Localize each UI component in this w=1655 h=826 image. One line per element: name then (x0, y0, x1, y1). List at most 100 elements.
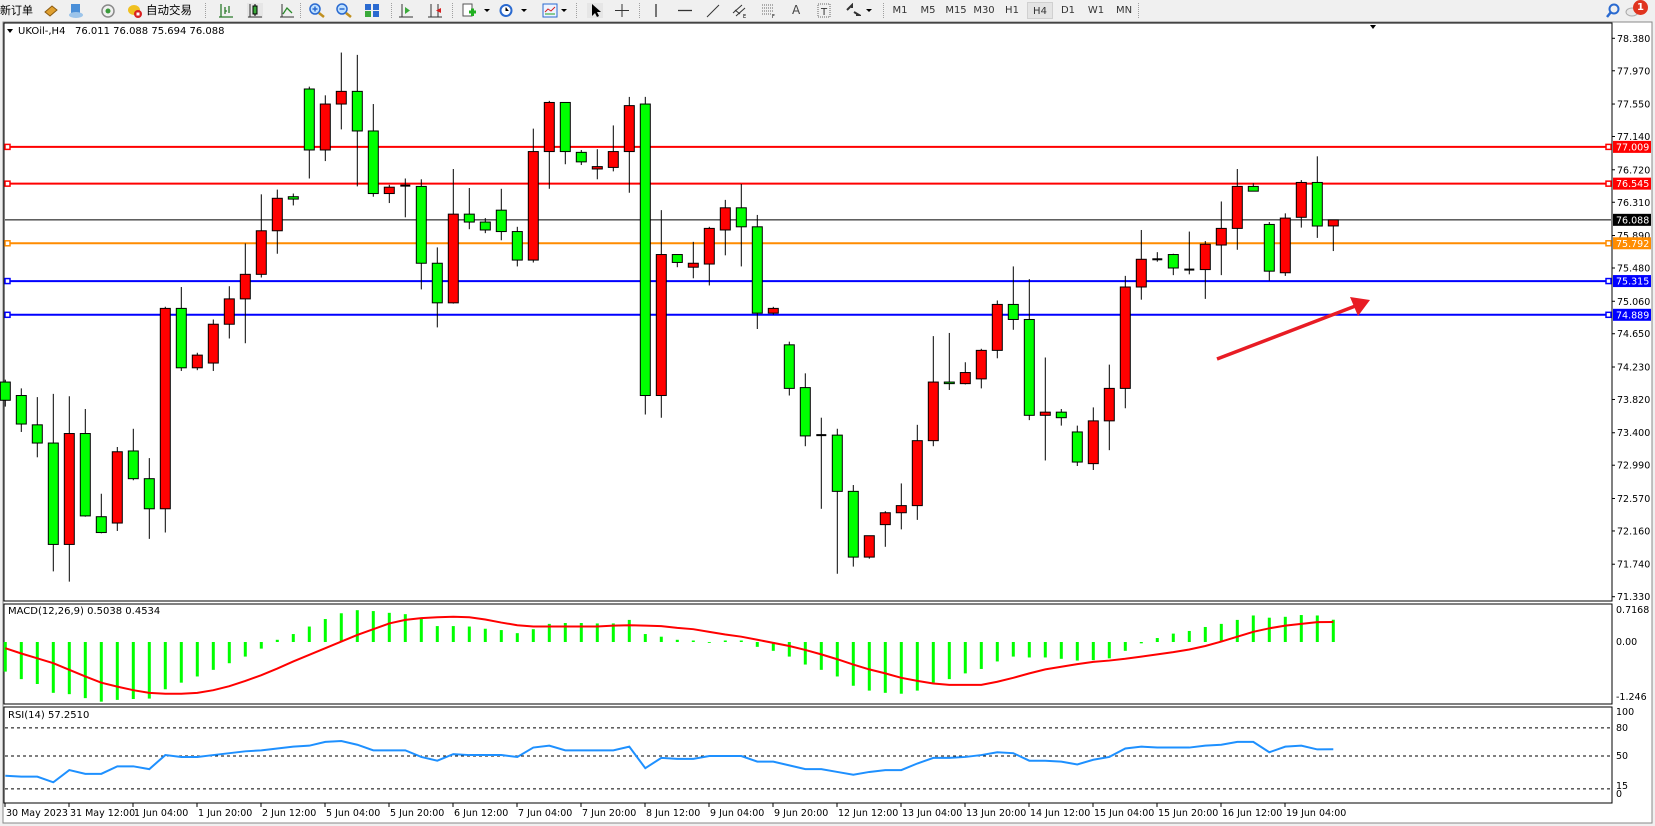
candle (735, 184, 747, 267)
autoscroll-icon[interactable] (398, 3, 414, 18)
timeframe-mn[interactable]: MN (1115, 5, 1133, 16)
current-price-label: 76.088 (1616, 215, 1649, 226)
trendline-icon[interactable] (705, 3, 721, 18)
search-icon[interactable] (1605, 3, 1621, 18)
signal-icon[interactable] (100, 3, 116, 18)
candlestick-icon[interactable] (247, 3, 263, 18)
timeframe-m30[interactable]: M30 (973, 5, 995, 16)
candle (911, 424, 923, 520)
candle-body (127, 450, 139, 480)
price-tick-label: 71.740 (1617, 560, 1650, 571)
indicators-dropdown[interactable] (561, 9, 567, 12)
price-tick-label: 71.330 (1617, 592, 1650, 603)
toolbar-separator (452, 3, 453, 18)
candle (447, 168, 459, 304)
candle-body (687, 262, 699, 268)
new-chart-dropdown[interactable] (484, 9, 490, 12)
new-chart-icon[interactable] (461, 3, 477, 18)
ohlc-header: 76.011 76.088 75.694 76.088 (75, 26, 225, 37)
macd-label: MACD(12,26,9) 0.5038 0.4534 (8, 606, 160, 617)
time-tick-label: 7 Jun 04:00 (518, 808, 572, 819)
timeframe-h4[interactable]: H4 (1027, 2, 1053, 19)
chart-menu-triangle-icon[interactable] (7, 29, 13, 33)
toolbar-separator (205, 3, 206, 18)
candle (831, 428, 843, 574)
candle (527, 128, 539, 263)
candle (1295, 180, 1307, 228)
text-label-icon[interactable]: T (816, 3, 832, 18)
timeframe-m15[interactable]: M15 (945, 5, 967, 16)
candle (1231, 168, 1243, 250)
candle-body (1023, 318, 1035, 416)
candle (1007, 266, 1019, 330)
candle-body (559, 101, 571, 153)
candle-body (495, 209, 507, 233)
price-tick-label: 72.570 (1617, 494, 1650, 505)
cursor-icon[interactable] (587, 3, 603, 18)
candle-body (143, 478, 155, 510)
candle-body (63, 433, 75, 545)
candle-body (1247, 185, 1259, 192)
auto-trading-icon[interactable] (127, 3, 143, 18)
candle-body (319, 103, 331, 151)
candle (111, 447, 123, 531)
candle-body (751, 226, 763, 314)
candle-body (1263, 223, 1275, 272)
arrows-dropdown[interactable] (866, 9, 872, 12)
candle (1215, 201, 1227, 276)
candle-body (959, 372, 971, 385)
new-order-button[interactable]: 新订单 (0, 4, 33, 17)
zoom-out-icon[interactable] (336, 3, 352, 18)
candle (783, 341, 795, 396)
candle-body (1215, 227, 1227, 246)
timeframe-d1[interactable]: D1 (1060, 5, 1076, 16)
equidistant-channel-icon[interactable]: E (732, 3, 748, 18)
book-icon[interactable] (43, 3, 59, 18)
bar-chart-icon[interactable] (218, 3, 234, 18)
candle-body (799, 387, 811, 437)
candle-body (15, 395, 27, 425)
indicators-icon[interactable] (542, 3, 558, 18)
candle (767, 306, 779, 315)
line-chart-icon[interactable] (279, 3, 295, 18)
candle (991, 300, 1003, 359)
candle (751, 214, 763, 329)
trend-arrow-annotation[interactable] (1216, 297, 1370, 361)
candle (383, 184, 395, 204)
rsi-line (5, 739, 1334, 784)
timeframe-m1[interactable]: M1 (892, 5, 908, 16)
line-handle-left (4, 311, 11, 319)
auto-trading-button[interactable]: 自动交易 (146, 3, 192, 17)
chart-shift-icon[interactable] (427, 3, 443, 18)
notification-badge[interactable]: 1 (1633, 0, 1648, 15)
timeframe-m5[interactable]: M5 (920, 5, 936, 16)
time-tick-label: 8 Jun 12:00 (646, 808, 700, 819)
rsi-tick-15: 15 (1616, 781, 1628, 792)
fibonacci-icon[interactable]: F (761, 3, 777, 18)
line-handle-right (1605, 277, 1612, 285)
horizontal-line-icon[interactable] (677, 3, 693, 18)
candle (367, 104, 379, 197)
timeframe-w1[interactable]: W1 (1087, 5, 1105, 16)
crosshair-icon[interactable] (614, 3, 630, 18)
candle (495, 188, 507, 241)
price-tick-label: 73.820 (1617, 395, 1650, 406)
vertical-line-icon[interactable] (648, 3, 664, 18)
svg-text:E: E (743, 14, 746, 18)
chart-shift-marker-icon[interactable] (1370, 25, 1376, 29)
arrows-icon[interactable] (845, 3, 861, 18)
candle (303, 86, 315, 179)
tile-windows-icon[interactable] (364, 3, 380, 18)
time-tick-label: 9 Jun 04:00 (710, 808, 764, 819)
market-watch-icon[interactable] (68, 3, 84, 18)
zoom-in-icon[interactable] (309, 3, 325, 18)
periodicity-dropdown[interactable] (521, 9, 527, 12)
candle (207, 319, 219, 371)
timeframe-h1[interactable]: H1 (1005, 5, 1019, 16)
text-icon[interactable]: A (792, 3, 801, 17)
clock-icon[interactable] (498, 3, 514, 18)
line-handle-right (1605, 240, 1612, 247)
candle (95, 493, 107, 534)
line-handle-right (1605, 180, 1612, 187)
